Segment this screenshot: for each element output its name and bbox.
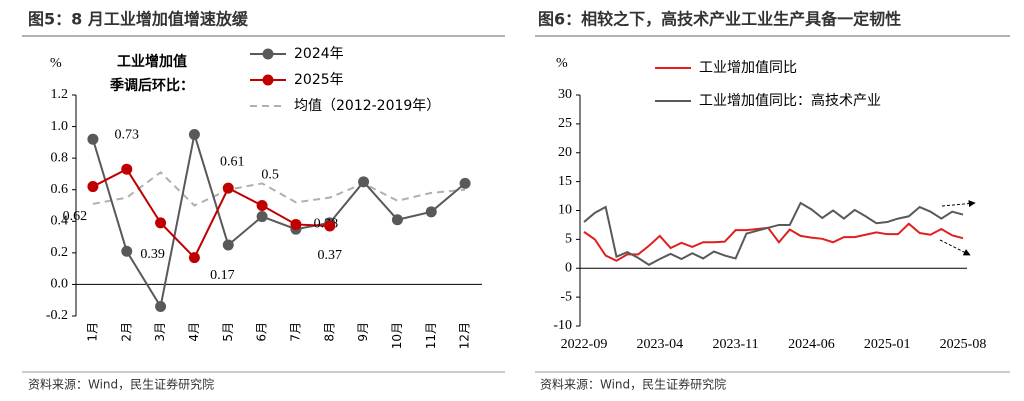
x-tick-label: 4月 [187, 322, 201, 342]
x-tick-label: 2024-06 [788, 337, 835, 352]
x-tick-label: 2025-01 [864, 337, 911, 352]
y-tick-label: 10 [558, 203, 572, 218]
point [155, 301, 167, 313]
x-tick-label: 2023-11 [713, 337, 759, 352]
x-tick-label: 2023-04 [636, 337, 683, 352]
data-label: 0.37 [318, 248, 343, 263]
legend-swatch [262, 48, 274, 60]
point [155, 217, 167, 229]
x-tick-label: 11月 [424, 322, 438, 349]
x-tick-label: 8月 [322, 322, 336, 342]
annotation: 工业增加值 [117, 53, 187, 70]
y-tick-label: 1.0 [51, 119, 69, 134]
data-label: 0.61 [220, 154, 245, 169]
y-tick-label: 20 [558, 145, 572, 160]
point [256, 211, 268, 223]
y-tick-label: 0.6 [51, 182, 69, 197]
x-tick-label: 9月 [356, 322, 370, 342]
x-tick-label: 2月 [119, 322, 133, 342]
y-tick-label: 0 [565, 260, 572, 275]
point [87, 181, 99, 193]
y-tick-label: -0.2 [46, 308, 68, 323]
series-line [583, 222, 964, 262]
source: 资料来源：Wind，民生证券研究院 [540, 377, 726, 392]
series-line [91, 134, 466, 310]
legend-label: 均值（2012-2019年） [294, 98, 440, 114]
y-unit: % [556, 56, 568, 71]
x-tick-label: 6月 [255, 322, 269, 342]
series-line [583, 201, 964, 266]
legend-label: 2025年 [294, 72, 344, 88]
data-label: 0.17 [210, 268, 235, 283]
chart-title: 图5：8 月工业增加值增速放缓 [28, 10, 249, 29]
data-label: 0.39 [140, 247, 165, 262]
trend-arrow [941, 200, 976, 208]
point [391, 214, 403, 226]
x-tick-label: 3月 [153, 322, 167, 342]
annotation: 季调后环比： [109, 77, 194, 94]
source: 资料来源：Wind，民生证券研究院 [28, 377, 214, 392]
y-tick-label: -5 [560, 289, 572, 304]
point [222, 182, 234, 194]
trend-arrow [939, 239, 971, 256]
series-line [92, 171, 466, 207]
data-label: 0.5 [261, 168, 279, 183]
point [459, 177, 471, 189]
data-label: 0.73 [115, 127, 140, 142]
y-tick-label: 1.2 [51, 87, 69, 102]
series-line [92, 167, 330, 260]
point [87, 133, 99, 145]
y-unit: % [50, 56, 62, 71]
legend-swatch [262, 74, 274, 86]
point [121, 163, 133, 175]
point [222, 239, 234, 251]
chart-title: 图6：相较之下，高技术产业工业生产具备一定韧性 [538, 10, 901, 29]
point [290, 218, 302, 230]
legend-label: 工业增加值同比：高技术产业 [699, 92, 881, 109]
point [121, 245, 133, 257]
x-tick-label: 7月 [288, 322, 302, 342]
data-label: 0.62 [63, 209, 88, 224]
point [188, 252, 200, 264]
point [425, 206, 437, 218]
y-tick-label: 25 [558, 116, 572, 131]
y-tick-label: -10 [553, 318, 572, 333]
point [358, 176, 370, 188]
y-tick-label: 15 [558, 174, 572, 189]
y-tick-label: 0.0 [51, 277, 69, 292]
y-tick-label: 0.4 [51, 214, 69, 229]
x-tick-label: 12月 [458, 322, 472, 349]
x-tick-label: 10月 [390, 322, 404, 349]
x-tick-label: 5月 [221, 322, 235, 342]
point [256, 200, 268, 211]
x-tick-label: 2022-09 [561, 337, 608, 352]
legend-label: 2024年 [294, 46, 344, 62]
x-tick-label: 1月 [85, 322, 99, 342]
y-tick-label: 5 [565, 232, 572, 247]
legend-label: 工业增加值同比 [699, 60, 797, 76]
point [324, 220, 336, 232]
x-tick-label: 2025-08 [940, 337, 987, 352]
point [188, 128, 200, 140]
y-tick-label: 0.8 [51, 150, 69, 165]
y-tick-label: 0.2 [51, 245, 69, 260]
y-tick-label: 30 [558, 87, 572, 102]
